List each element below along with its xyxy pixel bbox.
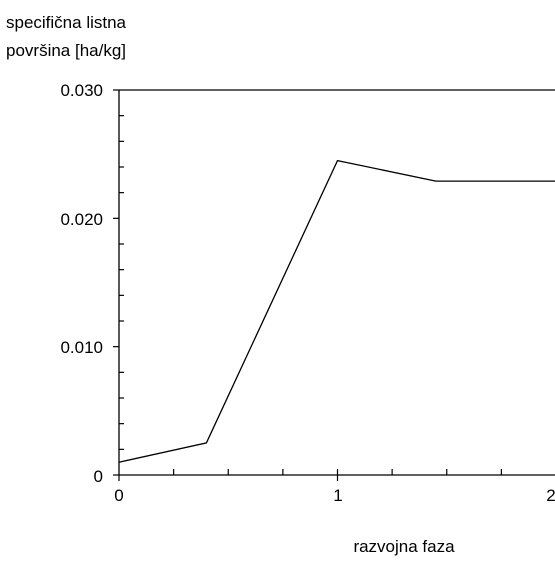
ylabel-line-1: specifična listna (6, 13, 127, 32)
y-tick-label-0: 0 (94, 467, 103, 486)
y-tick-labels: 0 0.010 0.020 0.030 (60, 81, 103, 486)
ylabel-line-2: površina [ha/kg] (6, 41, 126, 60)
series-line-0 (118, 159, 555, 463)
x-tick-labels: 0 1 2 (114, 486, 555, 505)
y-tick-label-2: 0.020 (60, 210, 103, 229)
axes (113, 89, 555, 481)
xlabel: razvojna faza (353, 537, 455, 556)
y-tick-label-1: 0.010 (60, 338, 103, 357)
x-tick-label-1: 1 (333, 486, 342, 505)
x-tick-label-2: 2 (546, 486, 555, 505)
minor-ticks (119, 115, 502, 475)
x-tick-label-0: 0 (114, 486, 123, 505)
y-tick-label-3: 0.030 (60, 81, 103, 100)
series-group (118, 159, 555, 463)
